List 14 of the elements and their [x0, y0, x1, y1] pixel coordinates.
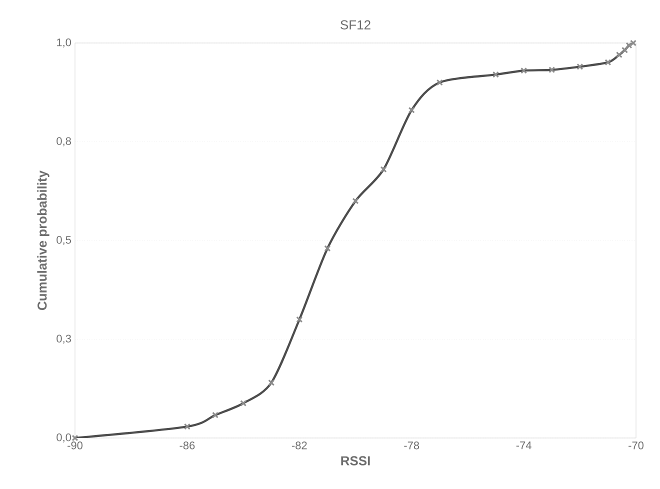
- x-tick-label: -70: [628, 442, 644, 450]
- y-tick-label: 0,0: [56, 433, 72, 443]
- y-tick-label: 0,5: [56, 236, 71, 246]
- y-tick-label: 0,3: [56, 334, 71, 344]
- y-tick-label: 0,8: [56, 137, 71, 146]
- chart-title: SF12: [340, 20, 370, 30]
- x-axis-title: RSSI: [341, 456, 370, 466]
- x-tick-label: -78: [404, 442, 420, 450]
- y-axis-title: Cumulative probability: [37, 170, 50, 310]
- x-tick-label: -74: [516, 442, 532, 450]
- x-tick-label: -86: [180, 442, 195, 450]
- x-tick-label: -82: [292, 442, 307, 450]
- y-tick-label: 1,0: [57, 38, 72, 48]
- x-tick-label: -90: [68, 442, 83, 450]
